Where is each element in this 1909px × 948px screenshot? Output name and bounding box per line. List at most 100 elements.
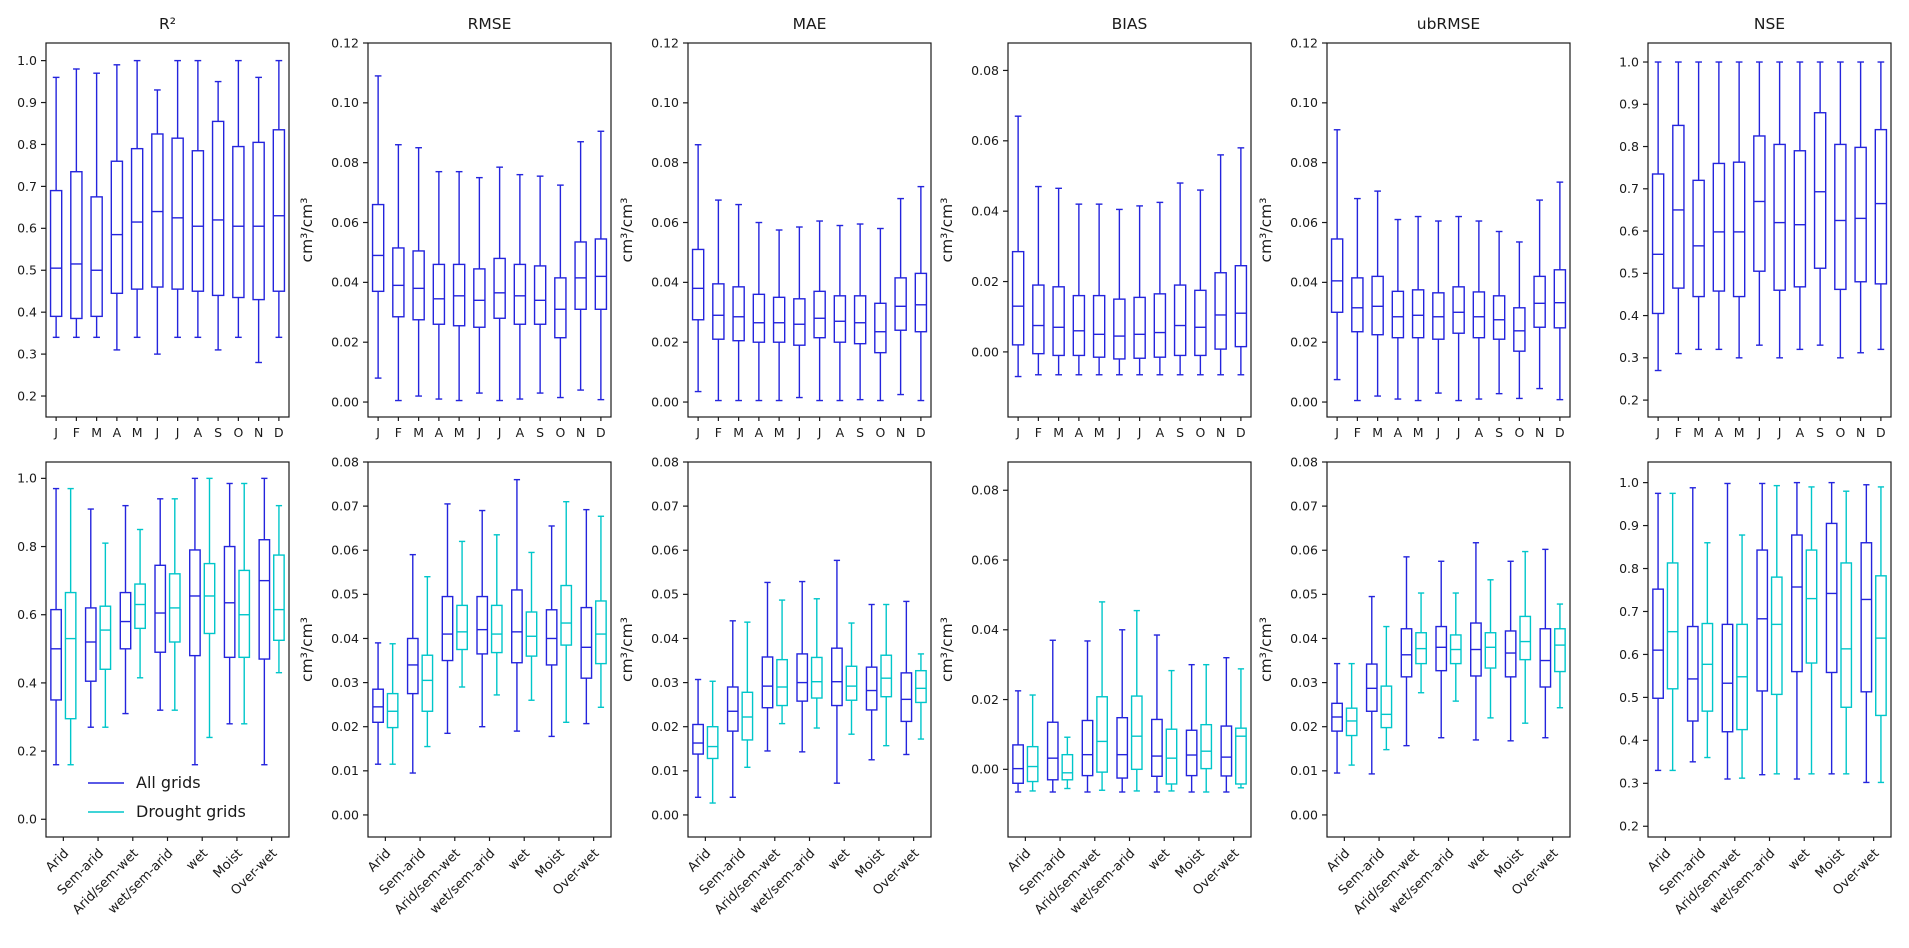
box	[1666, 492, 1679, 772]
box	[1194, 189, 1207, 376]
y-tick-label: 0.8	[1619, 139, 1639, 154]
box	[70, 68, 83, 339]
x-tick-label: M	[1053, 425, 1064, 440]
y-tick-label: 0.02	[331, 719, 359, 734]
x-tick-label: D	[916, 425, 926, 440]
box	[412, 147, 425, 397]
box	[796, 580, 809, 753]
x-tick-label: M	[1734, 425, 1745, 440]
y-tick-label: 0.05	[651, 587, 679, 602]
box	[525, 551, 538, 701]
box	[1435, 560, 1448, 739]
y-tick-label: 0.6	[1619, 223, 1639, 238]
box	[476, 509, 489, 728]
panel-r2-monthly: R²0.20.30.40.50.60.70.80.91.0J F M A M J J A S O N…	[17, 15, 290, 440]
panel-r2-zones: 0.00.20.40.60.81.0AridSem-aridArid/sem-w…	[17, 461, 290, 918]
y-tick-label: 0.7	[1619, 181, 1639, 196]
y-tick-label: 0.2	[17, 743, 37, 758]
series-drought-grids	[1666, 484, 1887, 784]
x-tick-label: wet	[184, 846, 211, 873]
y-tick-label: 0.12	[1290, 35, 1318, 50]
box	[119, 504, 132, 715]
x-tick-label: S	[1495, 425, 1503, 440]
y-tick-label: 0.07	[651, 498, 679, 513]
x-tick-label: Arid	[365, 846, 394, 875]
x-tick-label: N	[896, 425, 905, 440]
box	[914, 185, 928, 402]
x-tick-label: M	[132, 425, 143, 440]
series-drought-grids	[1345, 550, 1566, 766]
box	[1173, 182, 1187, 376]
box	[560, 501, 573, 723]
y-tick-label: 0.2	[17, 388, 37, 403]
x-tick-label: D	[1876, 425, 1886, 440]
y-axis-label: cm³/cm³	[1257, 198, 1275, 263]
box	[1113, 208, 1126, 376]
box	[900, 600, 913, 756]
x-tick-label: J	[155, 425, 160, 440]
axes-frame	[1007, 42, 1252, 418]
y-tick-label: 0.06	[331, 215, 359, 230]
box	[189, 477, 201, 766]
x-tick-label: A	[113, 425, 122, 440]
box	[456, 540, 468, 688]
y-tick-label: 0.12	[331, 35, 359, 50]
box	[211, 80, 225, 351]
y-tick-label: 0.00	[1290, 394, 1318, 409]
y-tick-label: 0.03	[331, 675, 359, 690]
box	[1371, 190, 1384, 397]
box	[1736, 534, 1748, 779]
y-tick-label: 0.6	[1619, 647, 1639, 662]
series-all-grids	[691, 144, 928, 402]
y-tick-label: 0.2	[1619, 392, 1639, 407]
panel-title: ubRMSE	[1417, 15, 1480, 33]
box	[1234, 147, 1248, 376]
x-tick-label: F	[395, 425, 402, 440]
box	[853, 223, 867, 401]
y-tick-label: 0.10	[1290, 95, 1318, 110]
y-tick-label: 0.08	[331, 155, 359, 170]
y-tick-label: 1.0	[17, 471, 37, 486]
box	[1214, 154, 1227, 376]
box	[1492, 230, 1506, 395]
box	[752, 221, 766, 402]
x-tick-label: D	[274, 425, 284, 440]
box	[691, 144, 705, 393]
box	[1504, 560, 1517, 742]
x-tick-label: A	[516, 425, 525, 440]
panel-title: RMSE	[468, 15, 512, 33]
y-tick-label: 0.06	[1290, 543, 1318, 558]
y-tick-label: 0.00	[651, 807, 679, 822]
box	[1513, 241, 1526, 400]
box	[1732, 61, 1746, 359]
x-tick-label: A	[1796, 425, 1805, 440]
box	[238, 482, 251, 725]
box	[1345, 662, 1358, 766]
box	[880, 603, 893, 747]
y-tick-label: 0.3	[1619, 776, 1639, 791]
y-tick-label: 0.04	[331, 275, 359, 290]
axes-frame	[1326, 461, 1571, 838]
box	[1651, 61, 1665, 372]
box	[712, 199, 725, 402]
box	[776, 599, 788, 725]
y-axis-label: cm³/cm³	[1257, 617, 1275, 682]
x-tick-label: wet	[826, 846, 853, 873]
series-all-grids	[1012, 629, 1233, 793]
panel-title: MAE	[793, 15, 827, 33]
y-tick-label: 0.8	[17, 137, 37, 152]
x-tick-label: F	[1035, 425, 1042, 440]
y-tick-label: 0.02	[971, 692, 999, 707]
box	[1081, 640, 1094, 793]
box	[813, 220, 826, 402]
box	[1391, 218, 1405, 400]
box	[706, 680, 719, 804]
x-tick-label: O	[1835, 425, 1845, 440]
box	[372, 642, 384, 765]
box	[1200, 663, 1213, 793]
box	[1712, 61, 1726, 351]
box	[99, 542, 112, 728]
x-tick-label: S	[856, 425, 864, 440]
box	[1813, 61, 1827, 346]
